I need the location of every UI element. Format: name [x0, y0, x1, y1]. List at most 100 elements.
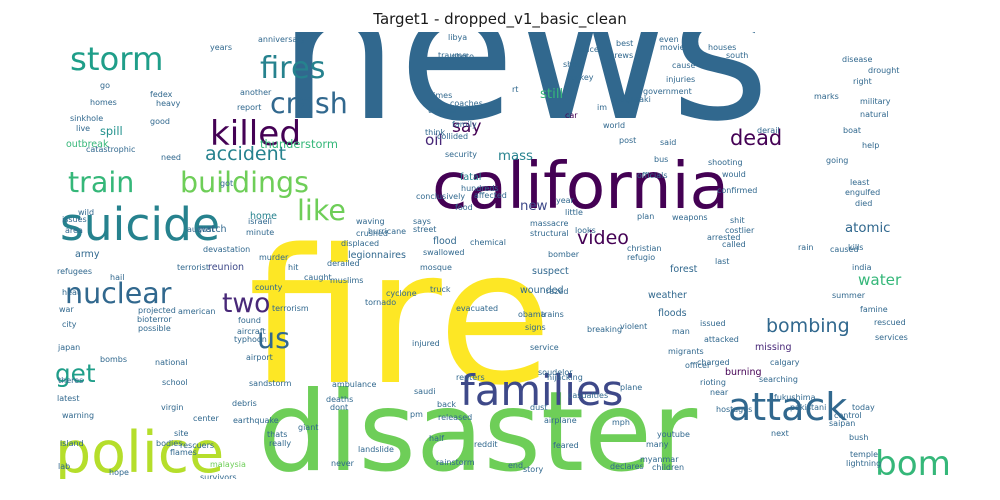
word-trains: trains — [541, 310, 564, 319]
word-suspect: suspect — [532, 266, 569, 277]
word-found: found — [238, 316, 261, 325]
word-near: near — [710, 388, 729, 397]
word-chemical: chemical — [470, 238, 506, 247]
word-terrorist: terrorist — [177, 263, 209, 272]
word-government: government — [643, 87, 692, 96]
word-collided: collided — [437, 132, 468, 141]
word-got: got — [220, 179, 233, 188]
word-breaking: breaking — [587, 325, 622, 334]
word-center: center — [193, 414, 219, 423]
word-rainstorm: rainstorm — [436, 458, 475, 467]
word-famine: famine — [860, 305, 888, 314]
word-missing: missing — [755, 342, 791, 353]
word-times: times — [430, 91, 452, 100]
word-street: street — [413, 225, 436, 234]
word-lightning: lightning — [846, 459, 881, 468]
word-cyclone: cyclone — [386, 289, 417, 298]
word-christian: christian — [627, 244, 661, 253]
word-thunderstorm: thunderstorm — [260, 137, 338, 151]
word-watch: watch — [198, 224, 227, 235]
word-shit: shit — [730, 216, 745, 225]
word-family: family — [452, 120, 477, 129]
word-island: island — [60, 439, 84, 448]
word-children: children — [652, 463, 684, 472]
word-man: man — [672, 327, 690, 336]
word-looks: looks — [575, 226, 596, 235]
word-fires: fires — [260, 51, 326, 86]
word-bombing: bombing — [766, 315, 850, 337]
word-say: say — [452, 117, 482, 137]
word-refugio: refugio — [627, 253, 655, 262]
word-massacre: massacre — [530, 219, 568, 228]
word-cause: cause — [672, 61, 696, 70]
word-injuries: injuries — [666, 75, 695, 84]
word-half: half — [429, 434, 444, 443]
word-security: security — [445, 150, 477, 159]
word-called: called — [722, 240, 746, 249]
word-feared: feared — [553, 441, 579, 450]
word-military: military — [860, 97, 891, 106]
word-costlier: costlier — [725, 226, 755, 235]
word-national: national — [155, 358, 187, 367]
word-oil: oil — [425, 131, 443, 149]
word-war: war — [59, 305, 74, 314]
word-hurricane: hurricane — [368, 227, 406, 236]
word-train: train — [68, 166, 134, 199]
word-going: going — [826, 156, 848, 165]
word-saipan: saipan — [829, 419, 855, 428]
word-survivors: survivors — [200, 473, 237, 482]
word-died: died — [855, 199, 872, 208]
word-area: area — [65, 226, 83, 235]
word-kills: kills — [848, 243, 863, 252]
word-theater: theater — [428, 106, 458, 115]
word-storm: storm — [70, 40, 163, 78]
word-killed: killed — [210, 114, 301, 154]
word-reunion: reunion — [208, 262, 244, 273]
word-hit: hit — [288, 263, 298, 272]
word-bombs: bombs — [100, 355, 127, 364]
word-south: south — [726, 51, 748, 60]
word-wild: wild — [78, 208, 94, 217]
word-injured: injured — [412, 339, 440, 348]
word-american: american — [178, 307, 216, 316]
word-rescued: rescued — [874, 318, 906, 327]
word-aircraft: aircraft — [237, 327, 266, 336]
word-bush: bush — [849, 433, 868, 442]
word-issued: issued — [700, 319, 726, 328]
word-floods: floods — [658, 308, 687, 319]
word-last: last — [715, 257, 729, 266]
word-youtube: youtube — [657, 430, 690, 439]
word-dead: dead — [730, 126, 782, 150]
word-bomber: bomber — [548, 250, 580, 259]
word-like: like — [297, 194, 346, 227]
word-news: news — [278, 0, 770, 163]
word-thats: thats — [267, 430, 287, 439]
word-rt: rt — [512, 85, 518, 94]
word-need: need — [161, 153, 181, 162]
word-minute: minute — [246, 228, 274, 237]
word-reddit: reddit — [474, 440, 498, 449]
word-would: would — [722, 170, 746, 179]
word-think: think — [425, 128, 446, 137]
word-caused: caused — [830, 245, 859, 254]
word-mph: mph — [612, 418, 630, 427]
word-bomb: bomb — [875, 444, 973, 484]
word-report: report — [237, 103, 261, 112]
word-possible: possible — [138, 324, 171, 333]
word-outbreak: outbreak — [66, 139, 109, 150]
word-typhoon: typhoon — [234, 335, 267, 344]
word-swallowed: swallowed — [423, 248, 465, 257]
word-photo: photo — [451, 52, 474, 61]
word-live: live — [76, 124, 90, 133]
word-confirmed: confirmed — [717, 186, 757, 195]
word-debris: debris — [232, 399, 257, 408]
word-home: home — [250, 211, 277, 222]
word-officer: officer — [685, 361, 711, 370]
word-crews: crews — [610, 51, 633, 60]
word-new: new — [520, 199, 548, 214]
word-get: get — [55, 359, 96, 388]
word-violent: violent — [620, 322, 647, 331]
word-food: food — [455, 203, 473, 212]
word-never: never — [331, 459, 355, 468]
word-airport: airport — [246, 353, 273, 362]
